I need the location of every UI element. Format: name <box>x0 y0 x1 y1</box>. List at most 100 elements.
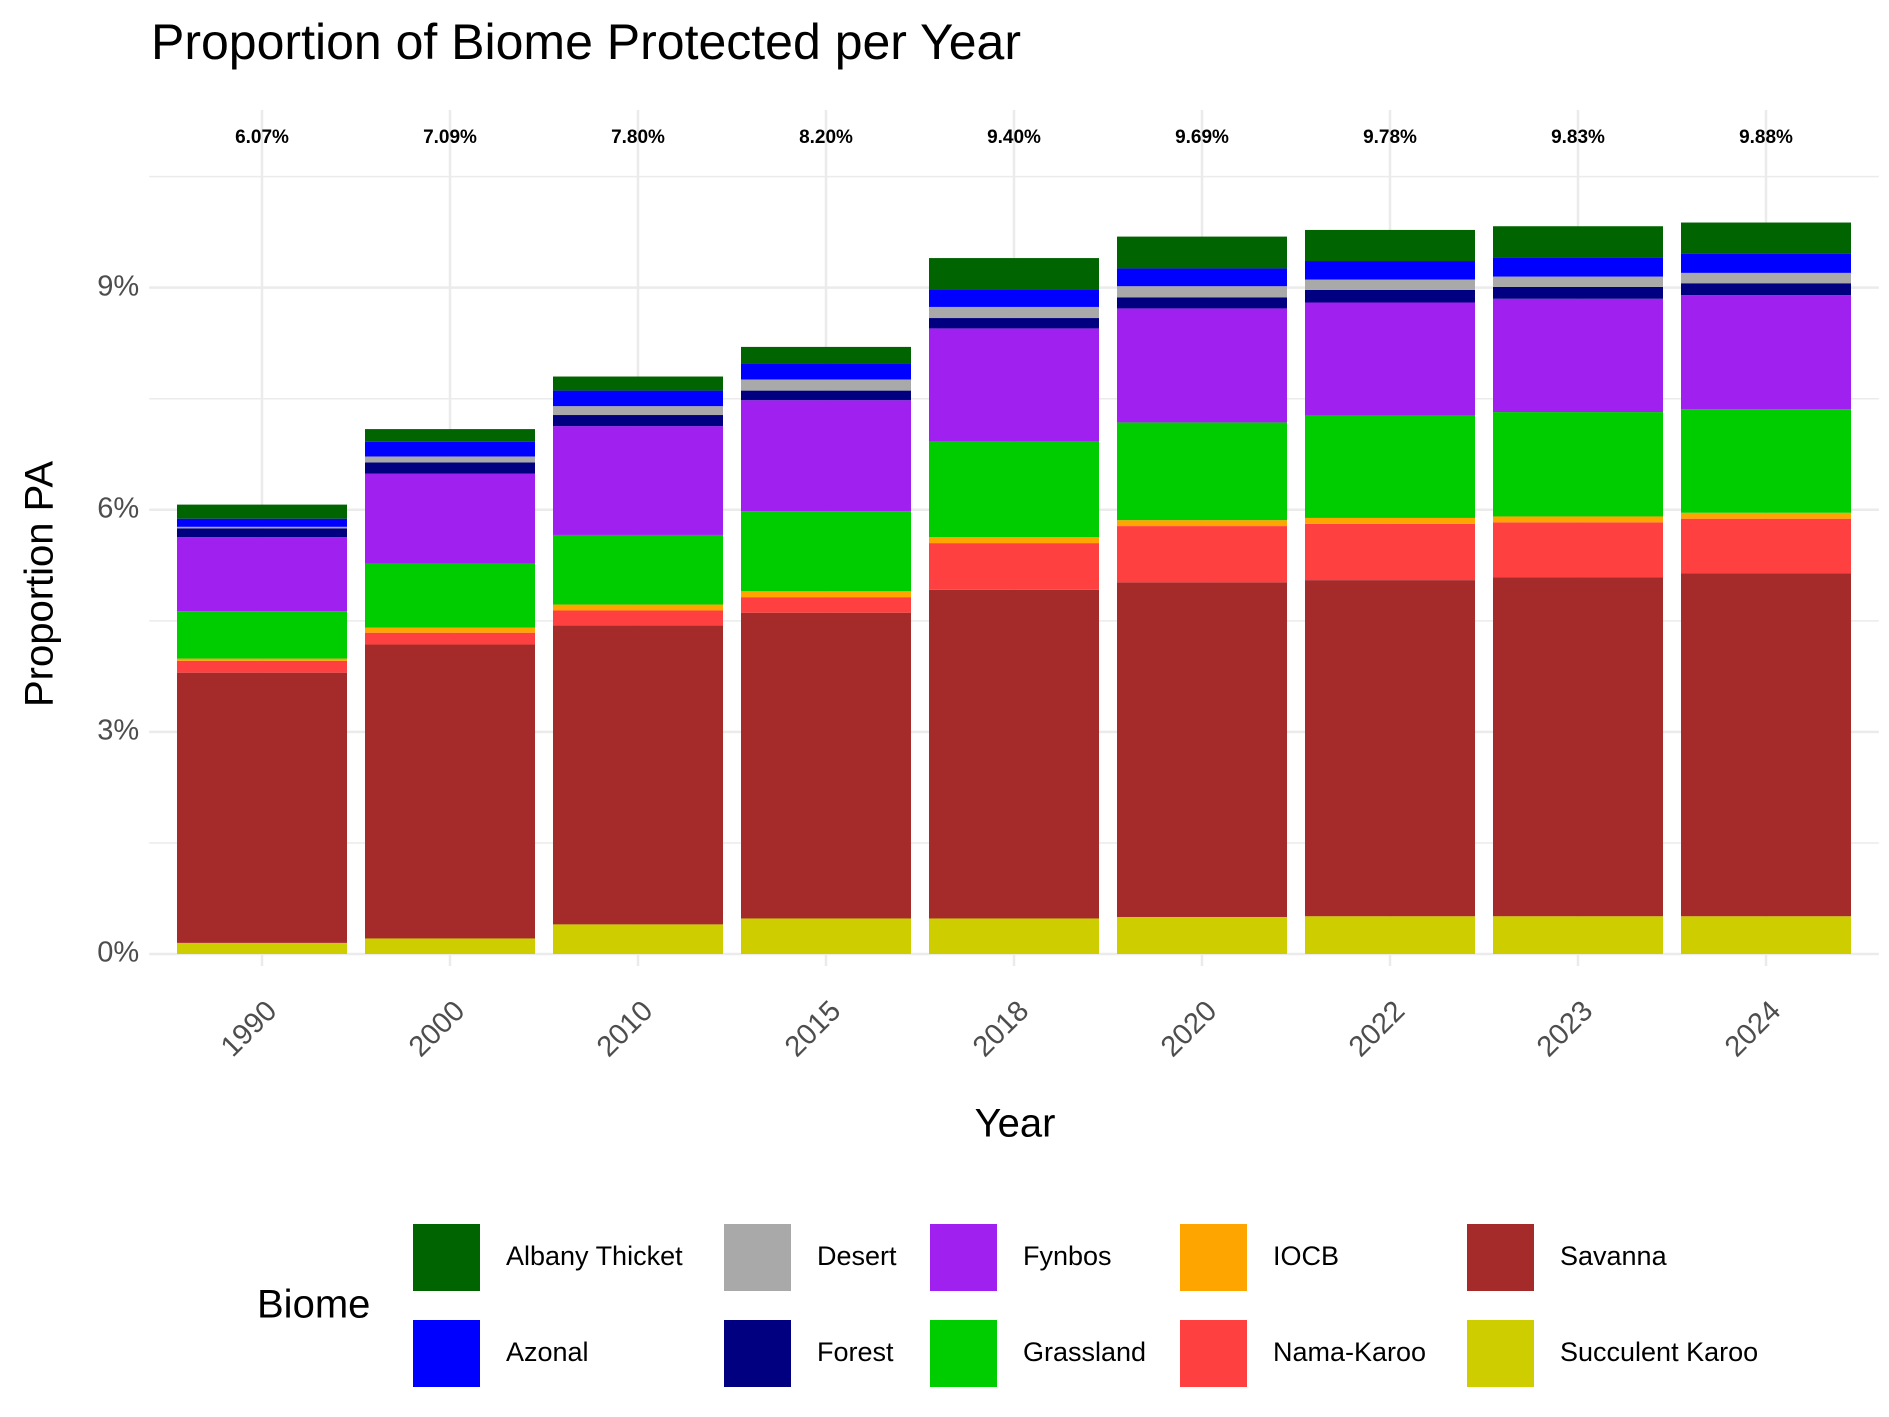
bar-segment <box>1117 286 1287 298</box>
bar-segment <box>929 306 1099 319</box>
bar-segment <box>929 289 1099 307</box>
bar-segment <box>365 644 535 939</box>
bar-segment <box>1117 297 1287 309</box>
bar-segment <box>553 390 723 407</box>
legend-label: Savanna <box>1560 1241 1668 1271</box>
bar-segment <box>1305 261 1475 280</box>
bar-segment <box>929 537 1099 544</box>
y-tick-label: 6% <box>97 492 139 524</box>
bar-segment <box>365 462 535 474</box>
bar-segment <box>1305 916 1475 954</box>
legend-swatch <box>413 1224 480 1291</box>
legend-swatch <box>724 1224 791 1291</box>
bar-segment <box>1117 268 1287 287</box>
bar-segment <box>1493 226 1663 258</box>
bar-segment <box>1493 577 1663 917</box>
bar-segment <box>553 625 723 925</box>
x-tick-label: 2023 <box>1531 995 1599 1063</box>
x-tick-label: 2024 <box>1719 995 1787 1063</box>
bar-segment <box>741 918 911 954</box>
bar-segment <box>177 672 347 943</box>
legend-label: Nama-Karoo <box>1273 1337 1426 1367</box>
bar-segment <box>929 589 1099 919</box>
bar-segment <box>1305 289 1475 303</box>
total-label: 9.83% <box>1551 127 1605 148</box>
bar-segment <box>365 429 535 442</box>
bar-segment <box>365 632 535 645</box>
bar-segment <box>1681 916 1851 954</box>
bar-segment <box>741 363 911 380</box>
x-tick-label: 1990 <box>215 995 283 1063</box>
total-label: 9.78% <box>1363 127 1417 148</box>
x-tick-label: 2000 <box>403 995 471 1063</box>
bar-segment <box>741 597 911 613</box>
bar-segment <box>1117 520 1287 527</box>
bar-segment <box>365 938 535 954</box>
bar-segment <box>553 610 723 626</box>
x-tick-label: 2010 <box>591 995 659 1063</box>
bar-segment <box>365 441 535 457</box>
bar-segment <box>553 426 723 535</box>
y-axis-title: Proportion PA <box>18 461 62 707</box>
bar-segment <box>177 528 347 538</box>
bar-segment <box>1493 298 1663 413</box>
bar-segment <box>1493 516 1663 523</box>
bar-segment <box>929 328 1099 442</box>
bar-segment <box>365 627 535 633</box>
bar-segment <box>1305 279 1475 290</box>
bar-segment <box>177 942 347 954</box>
bar-segment <box>1305 229 1475 262</box>
bar-segment <box>1681 518 1851 574</box>
legend-swatch <box>930 1320 997 1387</box>
bar-segment <box>1681 272 1851 284</box>
legend-swatch <box>930 1224 997 1291</box>
bar-segment <box>365 456 535 463</box>
bar-segment <box>177 611 347 659</box>
bar-segment <box>741 400 911 512</box>
bar-segment <box>553 534 723 605</box>
y-tick-label: 0% <box>97 937 139 969</box>
bar-segment <box>1493 916 1663 954</box>
total-label: 9.40% <box>987 127 1041 148</box>
x-tick-label: 2020 <box>1155 995 1223 1063</box>
total-label: 9.88% <box>1739 127 1793 148</box>
bar-segment <box>1117 916 1287 954</box>
bar-segment <box>1681 512 1851 519</box>
bar-segment <box>1681 295 1851 410</box>
bar-segment <box>1305 415 1475 518</box>
bar-segment <box>365 473 535 564</box>
bar-segment <box>177 526 347 529</box>
bar-segment <box>1681 573 1851 917</box>
bar-segment <box>741 379 911 391</box>
bar-segment <box>553 604 723 611</box>
bar-segment <box>1305 302 1475 416</box>
bar-segment <box>553 924 723 954</box>
bar-segment <box>365 563 535 628</box>
bar-segment <box>553 415 723 427</box>
total-label: 8.20% <box>799 127 853 148</box>
bar-segment <box>741 390 911 401</box>
legend-swatch <box>1467 1224 1534 1291</box>
legend-label: Grassland <box>1023 1337 1146 1367</box>
bar-segment <box>177 658 347 661</box>
bar-segment <box>1681 253 1851 273</box>
bar-segment <box>1493 286 1663 299</box>
bar-segment <box>1493 412 1663 517</box>
bar-segment <box>1117 526 1287 583</box>
legend-label: Desert <box>817 1241 897 1271</box>
bar-segment <box>741 612 911 919</box>
bar-segment <box>929 441 1099 538</box>
legend-swatch <box>1180 1224 1247 1291</box>
legend-label: Fynbos <box>1023 1241 1112 1271</box>
bar-segment <box>553 406 723 416</box>
total-label: 7.09% <box>423 127 477 148</box>
bar-segment <box>741 346 911 364</box>
bar-segment <box>177 518 347 527</box>
bar-segment <box>741 511 911 592</box>
bar-segment <box>1117 422 1287 521</box>
bar-segment <box>1117 582 1287 917</box>
bar-segment <box>553 376 723 391</box>
bar-segment <box>929 543 1099 590</box>
bar-segment <box>1681 222 1851 254</box>
